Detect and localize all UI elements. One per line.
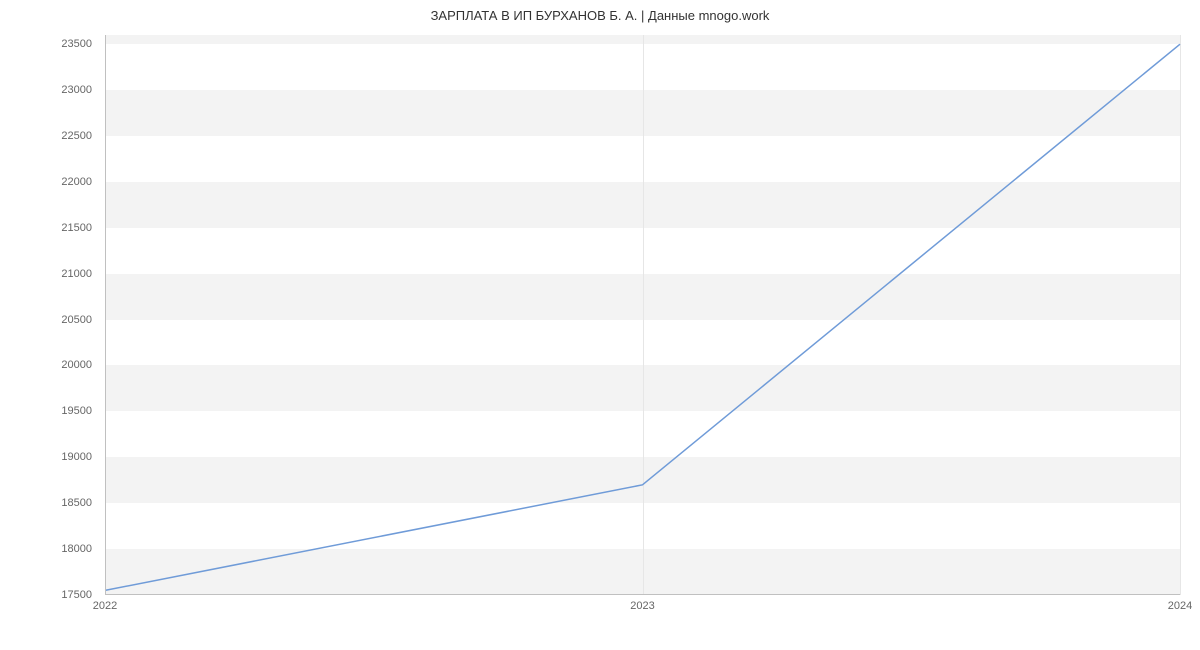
y-tick-label: 21000 [61,268,92,280]
y-tick-label: 23000 [61,84,92,96]
y-axis: 1750018000185001900019500200002050021000… [0,35,100,595]
salary-line [105,44,1180,590]
y-tick-label: 21500 [61,222,92,234]
x-tick-label: 2022 [93,600,117,612]
y-tick-label: 19000 [61,451,92,463]
plot-area [105,35,1180,595]
line-series [105,35,1180,595]
y-tick-label: 20500 [61,314,92,326]
x-axis: 202220232024 [105,600,1180,620]
y-tick-label: 18500 [61,497,92,509]
chart-title: ЗАРПЛАТА В ИП БУРХАНОВ Б. А. | Данные mn… [0,0,1200,23]
y-tick-label: 17500 [61,589,92,601]
y-tick-label: 19500 [61,405,92,417]
y-tick-label: 22500 [61,130,92,142]
y-tick-label: 22000 [61,176,92,188]
x-tick-label: 2024 [1168,600,1192,612]
x-tick-label: 2023 [630,600,654,612]
y-tick-label: 23500 [61,38,92,50]
y-tick-label: 18000 [61,543,92,555]
chart-container: ЗАРПЛАТА В ИП БУРХАНОВ Б. А. | Данные mn… [0,0,1200,650]
grid-vline [1180,35,1181,595]
y-tick-label: 20000 [61,359,92,371]
